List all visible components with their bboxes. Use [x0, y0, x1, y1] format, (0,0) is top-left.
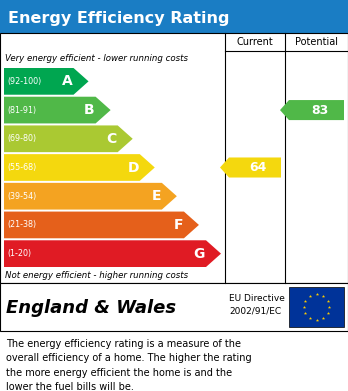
Text: C: C: [106, 132, 117, 146]
Text: 64: 64: [249, 161, 267, 174]
Bar: [0, 0, 348, 33]
Text: E: E: [151, 189, 161, 203]
Text: Not energy efficient - higher running costs: Not energy efficient - higher running co…: [5, 271, 188, 280]
Polygon shape: [4, 97, 111, 124]
Text: Very energy efficient - lower running costs: Very energy efficient - lower running co…: [5, 54, 188, 63]
Polygon shape: [220, 158, 281, 178]
Text: Current: Current: [237, 37, 274, 47]
Text: F: F: [173, 218, 183, 232]
Text: EU Directive
2002/91/EC: EU Directive 2002/91/EC: [229, 294, 285, 315]
Polygon shape: [4, 68, 88, 95]
Text: (55-68): (55-68): [7, 163, 36, 172]
Text: B: B: [84, 103, 95, 117]
Text: G: G: [193, 247, 205, 261]
Polygon shape: [4, 183, 177, 210]
Text: (39-54): (39-54): [7, 192, 36, 201]
Polygon shape: [4, 240, 221, 267]
Text: (21-38): (21-38): [7, 221, 36, 230]
Text: The energy efficiency rating is a measure of the
overall efficiency of a home. T: The energy efficiency rating is a measur…: [6, 339, 252, 391]
Text: Potential: Potential: [295, 37, 338, 47]
Polygon shape: [4, 154, 155, 181]
Text: (81-91): (81-91): [7, 106, 36, 115]
Polygon shape: [280, 100, 344, 120]
Text: (1-20): (1-20): [7, 249, 31, 258]
Bar: [0, 33, 348, 283]
Bar: [289, 287, 344, 327]
Text: (92-100): (92-100): [7, 77, 41, 86]
Polygon shape: [4, 126, 133, 152]
Text: D: D: [127, 160, 139, 174]
Bar: [0, 283, 348, 331]
Text: A: A: [62, 74, 72, 88]
Text: (69-80): (69-80): [7, 134, 36, 143]
Text: England & Wales: England & Wales: [6, 299, 176, 317]
Text: Energy Efficiency Rating: Energy Efficiency Rating: [8, 11, 229, 26]
Polygon shape: [4, 212, 199, 238]
Text: 83: 83: [311, 104, 328, 117]
